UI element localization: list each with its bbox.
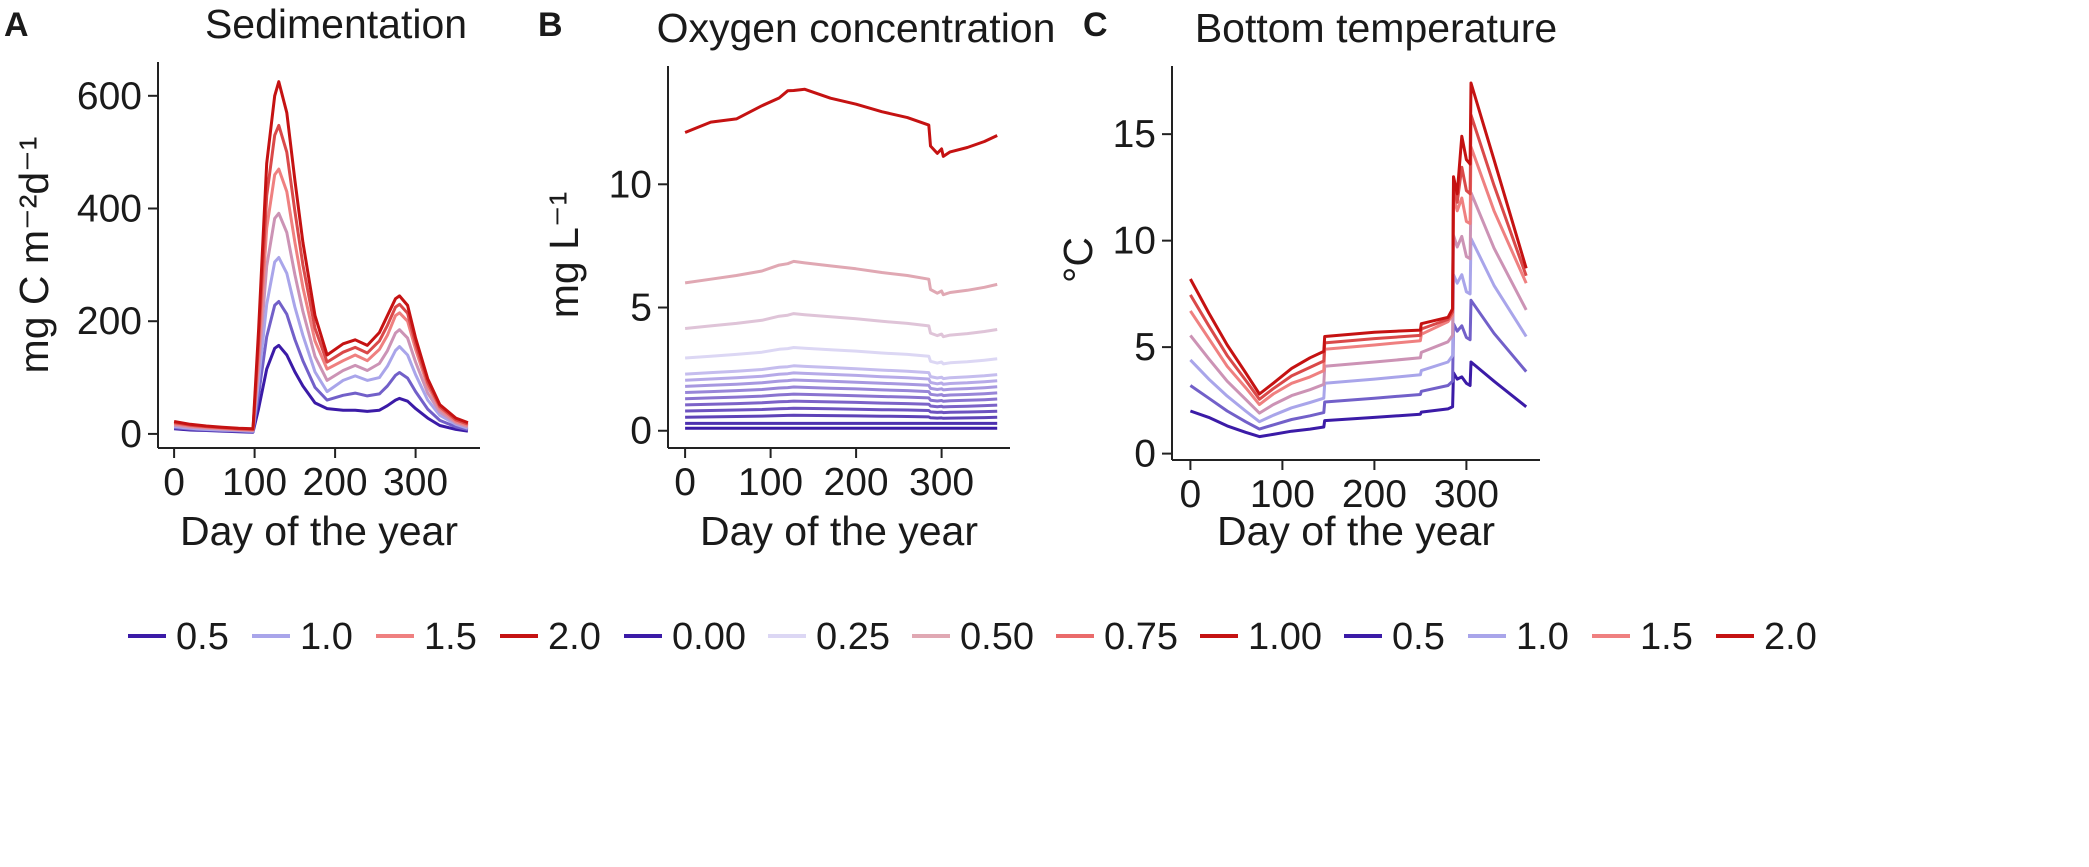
series-lines bbox=[173, 80, 469, 434]
panel-title: Sedimentation bbox=[205, 1, 467, 47]
legend-label: 1.5 bbox=[424, 616, 477, 658]
series-line-0.25 bbox=[684, 346, 998, 366]
legend-label: 0.50 bbox=[960, 616, 1034, 658]
legend-item: 0.00 bbox=[624, 616, 746, 658]
y-tick-label: 0 bbox=[1134, 433, 1156, 476]
legend-label: 0.5 bbox=[176, 616, 229, 658]
panel-A: A Sedimentation 0 100 200 300 0 200 400 600 Day of… bbox=[4, 1, 480, 554]
x-tick-label: 200 bbox=[824, 461, 889, 504]
legend-item: 1.5 bbox=[1592, 616, 1693, 658]
legend-label: 0.00 bbox=[672, 616, 746, 658]
y-tick-label: 5 bbox=[1134, 326, 1156, 369]
x-tick-label: 0 bbox=[163, 461, 185, 504]
series-line bbox=[685, 406, 998, 415]
legend-group-3: 0.5 1.0 1.5 2.0 bbox=[1344, 616, 1817, 658]
x-tick-label: 0 bbox=[1180, 473, 1202, 516]
legend-item: 0.75 bbox=[1056, 616, 1178, 658]
x-axis-title: Day of the year bbox=[1217, 508, 1495, 554]
y-axis-title: mg C m⁻²d⁻¹ bbox=[11, 137, 57, 374]
legend-label: 2.0 bbox=[1764, 616, 1817, 658]
legend-item: 0.5 bbox=[1344, 616, 1445, 658]
y-tick-label: 10 bbox=[1113, 220, 1156, 263]
series-line bbox=[685, 364, 998, 381]
series-line-1.00 bbox=[684, 87, 998, 158]
legend-item: 2.0 bbox=[500, 616, 601, 658]
series-line-0.50 bbox=[684, 259, 998, 297]
y-tick-label: 200 bbox=[77, 300, 142, 343]
y-tick-label: 400 bbox=[77, 188, 142, 231]
y-tick-label: 0 bbox=[120, 413, 142, 456]
series-lines bbox=[684, 87, 998, 430]
series-line bbox=[1189, 298, 1528, 431]
legend-label: 1.0 bbox=[1516, 616, 1569, 658]
panel-title: Oxygen concentration bbox=[657, 5, 1056, 51]
x-tick-label: 0 bbox=[674, 461, 696, 504]
series-line bbox=[685, 378, 998, 392]
panel-letter: C bbox=[1083, 6, 1108, 44]
series-line bbox=[685, 385, 998, 398]
panel-B: B Oxygen concentration 0 100 200 300 0 5 10 Day o… bbox=[538, 5, 1055, 554]
legend-item: 1.0 bbox=[1468, 616, 1569, 658]
x-axis-title: Day of the year bbox=[180, 508, 458, 554]
x-tick-label: 100 bbox=[1250, 473, 1315, 516]
y-tick-label: 15 bbox=[1113, 113, 1156, 156]
series-lines bbox=[1189, 81, 1528, 439]
panel-letter: B bbox=[538, 6, 563, 44]
x-tick-label: 100 bbox=[222, 461, 287, 504]
legend-label: 1.0 bbox=[300, 616, 353, 658]
legend-item: 0.50 bbox=[912, 616, 1034, 658]
series-line bbox=[1189, 191, 1528, 415]
y-tick-label: 5 bbox=[630, 287, 652, 330]
legend-item: 1.5 bbox=[376, 616, 477, 658]
series-line-1.0 bbox=[1189, 237, 1528, 424]
legend-label: 1.00 bbox=[1248, 616, 1322, 658]
x-axis-title: Day of the year bbox=[700, 508, 978, 554]
legend-label: 0.5 bbox=[1392, 616, 1445, 658]
series-line bbox=[685, 392, 998, 403]
x-tick-label: 300 bbox=[909, 461, 974, 504]
legend-label: 2.0 bbox=[548, 616, 601, 658]
series-line bbox=[685, 399, 998, 409]
legend-item: 0.5 bbox=[128, 616, 229, 658]
series-line bbox=[173, 211, 469, 432]
legend-item: 1.0 bbox=[252, 616, 353, 658]
series-line bbox=[684, 312, 998, 339]
series-line-2.0 bbox=[173, 80, 469, 431]
x-tick-label: 300 bbox=[1434, 473, 1499, 516]
legend: 0.5 1.0 1.5 2.0 0.00 0.25 0.50 0.75 1.00 0.5 1.0 1.… bbox=[128, 616, 1817, 658]
legend-item: 2.0 bbox=[1716, 616, 1817, 658]
y-tick-label: 0 bbox=[630, 410, 652, 453]
x-tick-label: 200 bbox=[1342, 473, 1407, 516]
legend-item: 0.25 bbox=[768, 616, 890, 658]
x-tick-label: 100 bbox=[738, 461, 803, 504]
series-line bbox=[685, 413, 998, 420]
legend-item: 1.00 bbox=[1200, 616, 1322, 658]
y-tick-label: 10 bbox=[609, 163, 652, 206]
legend-group-1: 0.5 1.0 1.5 2.0 bbox=[128, 616, 601, 658]
panel-C: C Bottom temperature 0 100 200 300 0 5 10 15 Day o… bbox=[1055, 5, 1557, 554]
y-axis-title: °C bbox=[1055, 237, 1101, 283]
x-tick-label: 300 bbox=[383, 461, 448, 504]
series-line-2.0 bbox=[1189, 81, 1528, 396]
panel-letter: A bbox=[4, 6, 29, 44]
y-axis-title: mg L⁻¹ bbox=[541, 192, 587, 318]
legend-group-2: 0.00 0.25 0.50 0.75 1.00 bbox=[624, 616, 1322, 658]
series-line-1.5 bbox=[1189, 145, 1528, 407]
series-line-0.5 bbox=[1189, 360, 1528, 439]
series-line bbox=[1189, 113, 1528, 401]
y-tick-label: 600 bbox=[77, 75, 142, 118]
legend-label: 1.5 bbox=[1640, 616, 1693, 658]
panel-title: Bottom temperature bbox=[1195, 5, 1557, 51]
x-tick-label: 200 bbox=[303, 461, 368, 504]
series-line bbox=[685, 371, 998, 386]
legend-label: 0.25 bbox=[816, 616, 890, 658]
legend-label: 0.75 bbox=[1104, 616, 1178, 658]
